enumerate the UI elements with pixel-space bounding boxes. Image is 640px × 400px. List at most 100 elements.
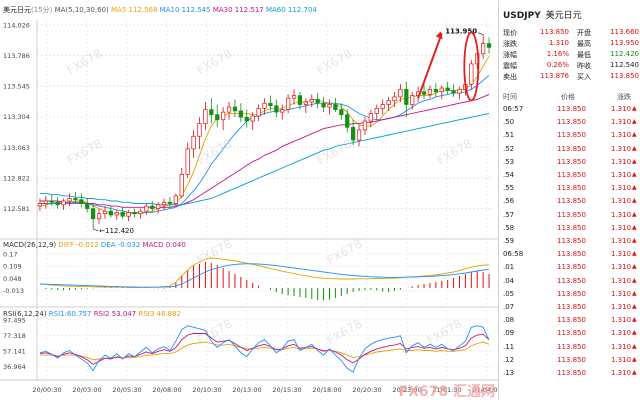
ma-line-ma60: [40, 112, 490, 206]
price-tick-label: 113.304: [3, 113, 30, 121]
trade-change: 1.310: [611, 355, 632, 364]
candle-body: [297, 95, 303, 105]
candle-body: [362, 120, 368, 131]
trade-price: 113.850: [557, 105, 586, 113]
quote-title: USDJPY 美元日元: [503, 8, 582, 21]
candle-body: [274, 105, 279, 113]
price-tick-label: 113.063: [3, 144, 30, 152]
trade-price: 113.850: [557, 250, 586, 259]
quote-value: 113.876: [540, 72, 569, 80]
candle-body: [73, 198, 78, 201]
trade-time: .09: [503, 329, 515, 338]
ma-value-ma10: MA10 112.545: [160, 6, 213, 14]
up-arrow-icon: ▲: [632, 184, 637, 192]
trade-row[interactable]: .58 113.850 1.310 ▲: [499, 224, 640, 237]
quote-value: 113.950: [610, 39, 639, 47]
trade-change: 1.310: [611, 131, 632, 140]
candle-body: [368, 113, 373, 122]
quote-label: 涨跌: [503, 40, 517, 48]
trade-row[interactable]: .53 113.850 1.310 ▲: [499, 158, 640, 171]
candle-body: [167, 201, 173, 204]
x-tick-label: 20/20:30: [352, 386, 381, 394]
trade-time: .59: [503, 237, 515, 245]
x-tick-label: 20/00:30: [32, 386, 61, 394]
trade-row[interactable]: .51 113.850 1.310 ▲: [499, 131, 640, 144]
trade-change: 1.310: [611, 303, 632, 311]
trade-header-time: 时间: [503, 93, 517, 101]
up-arrow-icon: ▲: [632, 210, 637, 218]
x-tick-label: 20/15:30: [272, 386, 301, 394]
quote-label: 开盘: [577, 29, 591, 37]
watermark: FX678: [425, 316, 465, 347]
trade-change: 1.310: [611, 171, 632, 179]
watermark: FX678: [65, 46, 105, 77]
trade-price: 113.850: [557, 355, 586, 364]
watermark: FX678: [65, 136, 105, 167]
rsi-tick-label: 77.318: [3, 332, 26, 340]
trade-time: .08: [503, 316, 515, 325]
price-chart[interactable]: 112.581 112.822 113.063 113.304 113.545 113.7…: [0, 0, 498, 400]
watermark: FX678: [325, 236, 365, 267]
ma-value-ma60: MA60 112.704: [266, 6, 317, 14]
trade-row[interactable]: .57 113.850 1.310 ▲: [499, 211, 640, 224]
trade-change: 1.310: [611, 144, 632, 153]
macd-macd-value: MACD 0.040: [143, 241, 186, 249]
trade-time: .11: [503, 342, 515, 351]
trade-row[interactable]: .50 113.850 1.310 ▲: [499, 118, 640, 131]
trade-row[interactable]: 06:58 113.850 1.310 ▲: [499, 250, 640, 263]
rsi2-line: [39, 333, 490, 365]
trade-row[interactable]: .09 113.850 1.310 ▲: [499, 329, 640, 342]
candle-body: [256, 107, 261, 117]
candle-body: [191, 135, 196, 150]
ma-value-ma30: MA30 112.517: [213, 6, 266, 14]
trade-row[interactable]: .56 113.850 1.310 ▲: [499, 197, 640, 210]
trade-row[interactable]: .12 113.850 1.310 ▲: [499, 356, 640, 369]
candle-body: [268, 102, 273, 107]
high-label: 113.950: [445, 28, 477, 36]
candle-body: [114, 212, 119, 216]
candle-body: [203, 109, 208, 124]
rsi1-line: [39, 325, 490, 373]
trade-row[interactable]: 06:57 113.850 1.310 ▲: [499, 105, 640, 118]
candle-body: [410, 95, 415, 105]
rsi-tick-label: 97.495: [3, 316, 26, 324]
ma-line-ma30: [40, 93, 490, 208]
trade-row[interactable]: .07 113.850 1.310 ▲: [499, 303, 640, 316]
candle-body: [469, 63, 474, 85]
macd-dea-value: DEA -0.032: [101, 241, 143, 249]
trade-row[interactable]: .04 113.850 1.310 ▲: [499, 277, 640, 290]
up-arrow-icon: ▲: [632, 289, 637, 297]
quote-label: 买入: [577, 73, 591, 81]
rsi-tick-label: 36.964: [3, 363, 26, 371]
trade-change: 1.310: [611, 342, 632, 351]
rsi-tick-label: 57.141: [3, 348, 26, 356]
candle-body: [291, 95, 297, 99]
trade-change: 1.310: [611, 276, 632, 285]
candle-body: [156, 204, 161, 209]
trade-time: .57: [503, 210, 515, 219]
trade-row[interactable]: .01 113.850 1.310 ▲: [499, 263, 640, 276]
trade-row[interactable]: .52 113.850 1.310 ▲: [499, 145, 640, 158]
trade-change: 1.310: [611, 263, 632, 272]
low-label: ←112.420: [99, 227, 134, 235]
trade-row[interactable]: .08 113.850 1.310 ▲: [499, 316, 640, 329]
macd-diff-line: [39, 257, 490, 288]
trade-change: 1.310: [611, 157, 632, 166]
trade-row[interactable]: .55 113.850 1.310 ▲: [499, 184, 640, 197]
trade-row[interactable]: .54 113.850 1.310 ▲: [499, 171, 640, 184]
candle-body: [286, 97, 291, 110]
trade-row[interactable]: .59 113.850 1.310 ▲: [499, 237, 640, 250]
candle-body: [445, 87, 450, 91]
quote-label: 卖出: [503, 73, 517, 81]
trade-price: 113.850: [557, 131, 586, 140]
candle-body: [386, 100, 391, 105]
trade-row[interactable]: .05 113.850 1.310 ▲: [499, 290, 640, 303]
watermark: FX678: [315, 136, 355, 167]
macd-tick-label: -0.013: [3, 287, 24, 295]
chart-area[interactable]: 112.581 112.822 113.063 113.304 113.545 113.7…: [0, 0, 498, 400]
quote-value: 112.420: [610, 50, 639, 58]
trade-row[interactable]: .11 113.850 1.310 ▲: [499, 343, 640, 356]
candle-body: [67, 198, 72, 202]
trade-time: .55: [503, 184, 515, 193]
trade-row[interactable]: .13 113.850 1.310 ▲: [499, 369, 640, 382]
